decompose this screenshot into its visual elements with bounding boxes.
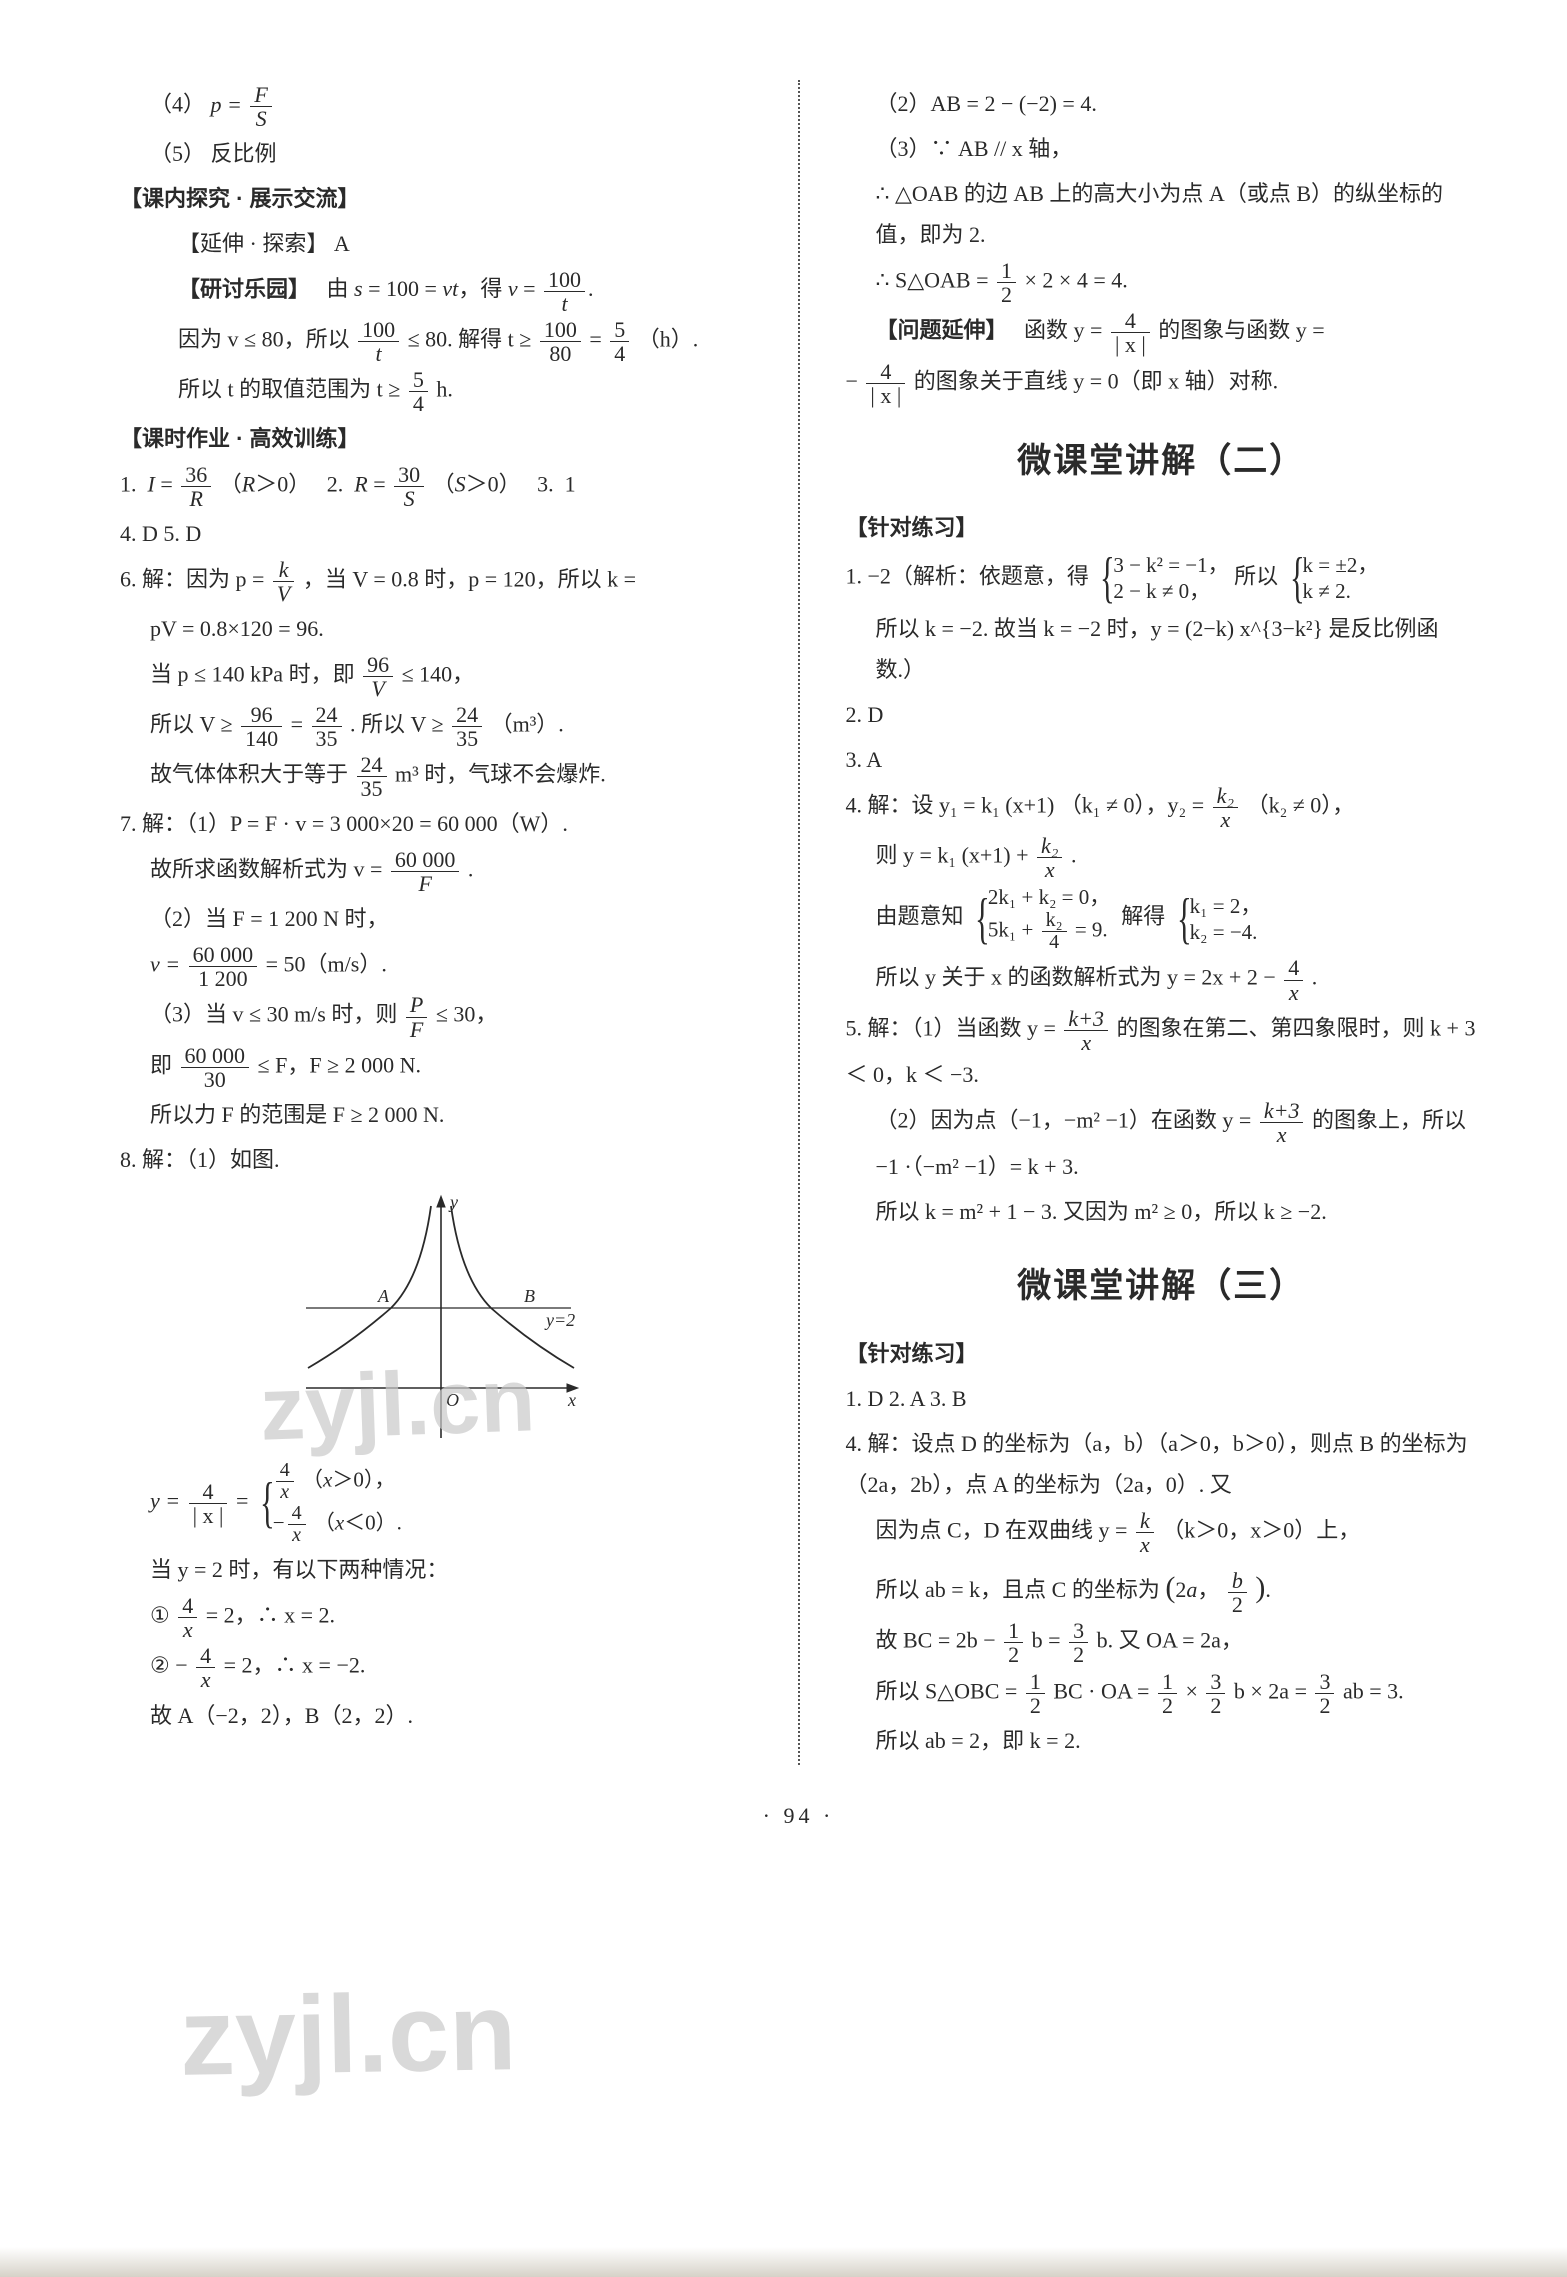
q6-line3: 当 p ≤ 140 kPa 时，即 96V ≤ 140，: [120, 653, 752, 700]
label-A: A: [377, 1286, 390, 1306]
piece-1: 4x （x＞0），: [273, 1460, 402, 1503]
q8-case2: ② − 4x = 2，∴ x = −2.: [120, 1644, 752, 1691]
r3-q4-6: 所以 ab = 2，即 k = 2.: [846, 1720, 1478, 1762]
two-column-layout: （4） p = FS （5） 反比例 【课内探究 · 展示交流】 【延伸 · 探…: [120, 80, 1477, 1765]
q7-3a: （3）当 v ≤ 30 m/s 时，则 PF ≤ 30，: [120, 993, 752, 1040]
q6-line4: 所以 V ≥ 96140 = 2435 . 所以 V ≥ 2435 （m³）.: [120, 703, 752, 750]
q8-ans: 故 A（−2，2），B（2，2）.: [120, 1695, 752, 1737]
q7-2a: （2）当 F = 1 200 N 时，: [120, 898, 752, 940]
label-y: y: [448, 1192, 458, 1212]
q4-5: 4. D 5. D: [120, 513, 752, 555]
text: 由 s = 100 = vt，得 v = 100t.: [327, 276, 594, 301]
item-5: （5） 反比例: [120, 133, 752, 175]
section-header-1: 【课内探究 · 展示交流】: [120, 178, 752, 220]
r-q5-1: 5. 解：（1）当函数 y = k+3x 的图象在第二、第四象限时，则 k + …: [846, 1007, 1478, 1096]
line-v80: 因为 v ≤ 80，所以 100t ≤ 80. 解得 t ≥ 10080 = 5…: [120, 318, 752, 365]
r-3a: （3）∵ AB // x 轴，: [846, 128, 1478, 170]
r-q1b: 所以 k = −2. 故当 k = −2 时，y = (2−k) x^{3−k²…: [846, 608, 1478, 692]
q7-3c: 所以力 F 的范围是 F ≥ 2 000 N.: [120, 1094, 752, 1136]
label-y2: y=2: [544, 1310, 575, 1330]
q7-2b: v = 60 0001 200 = 50（m/s）.: [120, 943, 752, 990]
line-trange: 所以 t 的取值范围为 t ≥ 54 h.: [120, 368, 752, 415]
q7-1: 7. 解：（1）P = F · v = 3 000×20 = 60 000（W）…: [120, 803, 752, 845]
sys-line2: 5k₁ + k₂4 = 9.: [988, 910, 1110, 953]
right-column: （2）AB = 2 − (−2) = 4. （3）∵ AB // x 轴， ∴ …: [846, 80, 1478, 1765]
watermark-2: zyjl.cn: [178, 1927, 518, 2142]
label-B: B: [524, 1286, 535, 1306]
label-x: x: [567, 1390, 576, 1410]
page: （4） p = FS （5） 反比例 【课内探究 · 展示交流】 【延伸 · 探…: [0, 0, 1567, 2277]
label: 【研讨乐园】: [178, 276, 310, 301]
practice-header-1: 【针对练习】: [846, 507, 1478, 549]
r3-q123: 1. D 2. A 3. B: [846, 1378, 1478, 1420]
q8-y2: 当 y = 2 时，有以下两种情况：: [120, 1549, 752, 1591]
page-number: · 94 ·: [120, 1795, 1477, 1837]
q1-3: 1. I = 36R （R＞0） 2. R = 30S （S＞0） 3. 1: [120, 463, 752, 510]
q6-line1: 6. 解：因为 p = kV ，当 V = 0.8 时，p = 120，所以 k…: [120, 558, 752, 605]
section-title-3: 微课堂讲解（三）: [846, 1254, 1478, 1319]
q6-line5: 故气体体积大于等于 2435 m³ 时，气球不会爆炸.: [120, 753, 752, 800]
chart-4-over-absx: A B y=2 O x y: [120, 1188, 752, 1448]
label-O: O: [446, 1390, 459, 1410]
r-2: （2）AB = 2 − (−2) = 4.: [846, 83, 1478, 125]
r-3b: ∴ △OAB 的边 AB 上的高大小为点 A（或点 B）的纵坐标的值，即为 2.: [846, 173, 1478, 257]
r-q2: 2. D: [846, 694, 1478, 736]
r-q4-3: 由题意知 { 2k₁ + k₂ = 0， 5k₁ + k₂4 = 9. 解得 {…: [846, 884, 1478, 953]
r3-q4-4: 故 BC = 2b − 12 b = 32 b. 又 OA = 2a，: [846, 1619, 1478, 1666]
extend-explore: 【延伸 · 探索】 A: [120, 223, 752, 265]
practice-header-2: 【针对练习】: [846, 1333, 1478, 1375]
r-q5-3: 所以 k = m² + 1 − 3. 又因为 m² ≥ 0，所以 k ≥ −2.: [846, 1191, 1478, 1233]
label: （4）: [150, 92, 205, 117]
q6-line2: pV = 0.8×120 = 96.: [120, 608, 752, 650]
r-q4-4: 所以 y 关于 x 的函数解析式为 y = 2x + 2 − 4x .: [846, 956, 1478, 1003]
r-3c: ∴ S△OAB = 12 × 2 × 4 = 4.: [846, 259, 1478, 306]
r-q4-1: 4. 解：设 y₁ = k₁ (x+1) （k₁ ≠ 0），y₂ = k₂x （…: [846, 784, 1478, 831]
q8-case1: ① 4x = 2，∴ x = 2.: [120, 1594, 752, 1641]
formula: p = FS: [211, 92, 275, 117]
q8-1: 8. 解：（1）如图.: [120, 1139, 752, 1181]
piece-2: −4x （x＜0）.: [273, 1503, 402, 1546]
q7-1b: 故所求函数解析式为 v = 60 000F .: [120, 848, 752, 895]
r3-q4-3: 所以 ab = k，且点 C 的坐标为 (2a， b2 ).: [846, 1559, 1478, 1616]
r3-q4-5: 所以 S△OBC = 12 BC · OA = 12 × 32 b × 2a =…: [846, 1670, 1478, 1717]
section-title-2: 微课堂讲解（二）: [846, 429, 1478, 494]
item-4: （4） p = FS: [120, 83, 752, 130]
r-q3: 3. A: [846, 739, 1478, 781]
page-bottom-shade: [0, 2247, 1567, 2277]
r-ext2: − 4| x | 的图象关于直线 y = 0（即 x 轴）对称.: [846, 360, 1478, 407]
q8-piecewise: y = 4| x | = { 4x （x＞0）， −4x （x＜0）.: [120, 1460, 752, 1546]
q7-3b: 即 60 00030 ≤ F，F ≥ 2 000 N.: [120, 1044, 752, 1091]
discussion: 【研讨乐园】 由 s = 100 = vt，得 v = 100t.: [120, 268, 752, 315]
r3-q4-1: 4. 解：设点 D 的坐标为（a，b）（a＞0，b＞0），则点 B 的坐标为（2…: [846, 1423, 1478, 1507]
left-column: （4） p = FS （5） 反比例 【课内探究 · 展示交流】 【延伸 · 探…: [120, 80, 752, 1765]
r-q1: 1. −2（解析：依题意，得 { 3 − k² = −1， 2 − k ≠ 0，…: [846, 552, 1478, 605]
r3-q4-2: 因为点 C，D 在双曲线 y = kx （k＞0，x＞0）上，: [846, 1509, 1478, 1556]
r-q5-2: （2）因为点（−1，−m² −1）在函数 y = k+3x 的图象上，所以 −1…: [846, 1099, 1478, 1188]
r-q4-2: 则 y = k₁ (x+1) + k₂x .: [846, 834, 1478, 881]
r-ext: 【问题延伸】 函数 y = 4| x | 的图象与函数 y =: [846, 309, 1478, 356]
section-header-2: 【课时作业 · 高效训练】: [120, 418, 752, 460]
column-divider: [798, 80, 800, 1765]
